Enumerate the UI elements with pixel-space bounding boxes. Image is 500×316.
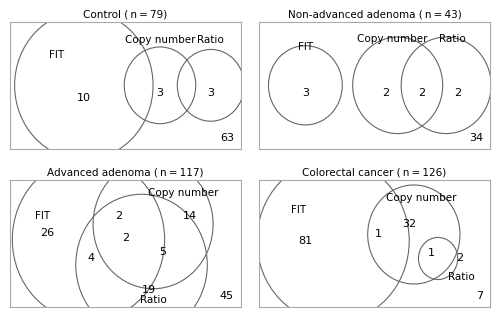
- Text: 32: 32: [402, 219, 416, 229]
- Text: 3: 3: [156, 88, 164, 98]
- Text: Copy number: Copy number: [148, 188, 218, 198]
- Text: 14: 14: [183, 210, 197, 221]
- Text: 3: 3: [302, 88, 309, 98]
- Text: Ratio: Ratio: [448, 272, 474, 283]
- Text: 1: 1: [428, 248, 434, 258]
- Text: 2: 2: [382, 88, 390, 98]
- Text: FIT: FIT: [298, 42, 313, 52]
- Text: 2: 2: [454, 88, 462, 98]
- Text: Ratio: Ratio: [438, 33, 466, 44]
- Text: 63: 63: [220, 133, 234, 143]
- Text: 19: 19: [142, 285, 156, 295]
- Text: 2: 2: [456, 253, 464, 264]
- Text: 4: 4: [87, 253, 94, 264]
- Title: Control ( n = 79): Control ( n = 79): [84, 10, 168, 20]
- Text: 45: 45: [220, 291, 234, 301]
- Text: 1: 1: [374, 229, 382, 240]
- Text: 26: 26: [40, 228, 54, 238]
- Text: 2: 2: [115, 210, 122, 221]
- Text: 2: 2: [122, 233, 129, 243]
- Text: FIT: FIT: [291, 205, 306, 216]
- Text: Copy number: Copy number: [356, 33, 427, 44]
- Text: FIT: FIT: [48, 50, 64, 60]
- Text: 10: 10: [77, 93, 91, 103]
- Text: Ratio: Ratio: [140, 295, 166, 305]
- Text: 5: 5: [159, 247, 166, 257]
- Text: 81: 81: [298, 236, 312, 246]
- Text: 3: 3: [208, 88, 214, 98]
- Title: Non-advanced adenoma ( n = 43): Non-advanced adenoma ( n = 43): [288, 10, 462, 20]
- Text: 34: 34: [469, 133, 483, 143]
- Title: Colorectal cancer ( n = 126): Colorectal cancer ( n = 126): [302, 168, 446, 178]
- Text: 2: 2: [418, 88, 426, 98]
- Text: Ratio: Ratio: [198, 35, 224, 45]
- Text: Copy number: Copy number: [125, 35, 195, 45]
- Title: Advanced adenoma ( n = 117): Advanced adenoma ( n = 117): [47, 168, 203, 178]
- Text: FIT: FIT: [34, 210, 50, 221]
- Text: 7: 7: [476, 291, 483, 301]
- Text: Copy number: Copy number: [386, 193, 456, 203]
